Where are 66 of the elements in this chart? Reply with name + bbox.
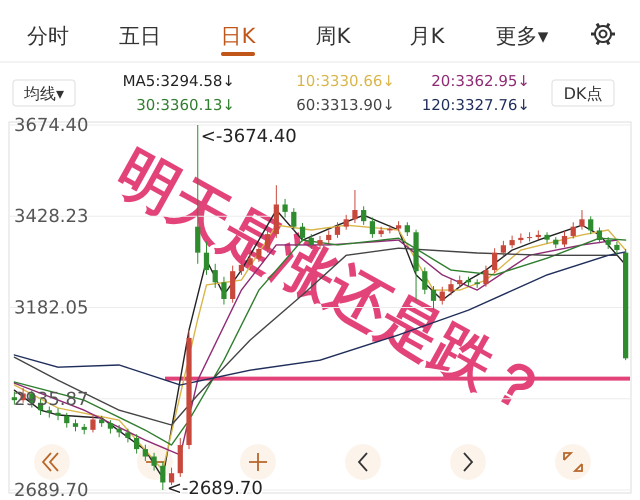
text: 60:3313.90↓ bbox=[296, 96, 395, 114]
candlestick bbox=[396, 220, 402, 232]
y-tick-label: 3674.40 bbox=[14, 115, 88, 136]
candlestick bbox=[142, 444, 148, 462]
y-tick-label: 3182.05 bbox=[14, 298, 88, 318]
candlestick bbox=[221, 276, 227, 306]
candlestick bbox=[160, 462, 166, 490]
candlestick bbox=[151, 452, 157, 472]
candlestick bbox=[588, 216, 594, 235]
candlestick bbox=[492, 248, 498, 274]
text: 120:3327.76↓ bbox=[422, 96, 530, 114]
annotation: <-2689.70 bbox=[166, 478, 263, 499]
text: MA5:3294.58↓ bbox=[122, 72, 235, 90]
candlestick bbox=[116, 424, 122, 438]
candlestick bbox=[562, 230, 568, 248]
candlestick bbox=[308, 234, 314, 250]
y-tick-label: 3428.23 bbox=[14, 206, 88, 228]
candlestick bbox=[553, 236, 558, 249]
candlestick bbox=[570, 222, 576, 240]
candlestick bbox=[606, 236, 611, 250]
candlestick bbox=[361, 206, 366, 226]
candlestick bbox=[317, 235, 323, 250]
candlestick bbox=[509, 235, 515, 249]
candlestick bbox=[90, 413, 96, 433]
annotation: <-3674.40 bbox=[200, 126, 297, 147]
candlestick bbox=[370, 216, 376, 238]
candlestick bbox=[108, 420, 114, 434]
text: 周K bbox=[316, 24, 352, 48]
candlestick bbox=[291, 208, 296, 231]
candlestick bbox=[344, 214, 349, 230]
candlestick bbox=[238, 260, 244, 276]
candlestick bbox=[256, 242, 262, 262]
candlestick bbox=[440, 286, 445, 306]
candlestick bbox=[99, 415, 104, 428]
candlestick bbox=[404, 222, 410, 236]
text: 20:3362.95↓ bbox=[431, 72, 530, 90]
candlestick bbox=[500, 240, 506, 257]
candlestick bbox=[82, 423, 87, 435]
text: 10:3330.66↓ bbox=[296, 72, 395, 90]
candlestick bbox=[55, 408, 61, 421]
candlestick bbox=[596, 226, 602, 244]
candlestick bbox=[579, 210, 585, 230]
text: 日K bbox=[220, 24, 257, 48]
candlestick bbox=[483, 265, 489, 288]
candlestick bbox=[457, 275, 462, 288]
text: 均线▾ bbox=[22, 84, 64, 103]
text: DK点 bbox=[564, 84, 602, 103]
text: 五日 bbox=[119, 24, 161, 48]
text: 月K bbox=[410, 24, 446, 48]
text: 分时 bbox=[27, 24, 69, 48]
candlestick bbox=[134, 434, 140, 454]
candlestick bbox=[248, 252, 253, 270]
candlestick bbox=[536, 230, 541, 240]
candlestick bbox=[125, 428, 131, 443]
candlestick bbox=[378, 226, 384, 238]
candlestick bbox=[448, 278, 454, 296]
text: 更多▾ bbox=[496, 24, 549, 48]
candlestick bbox=[466, 276, 472, 287]
y-tick-label: 2689.70 bbox=[14, 480, 88, 500]
candlestick bbox=[72, 418, 78, 432]
text: 30:3360.13↓ bbox=[136, 96, 235, 114]
candlestick bbox=[614, 241, 620, 256]
candlestick bbox=[352, 190, 358, 224]
candlestick bbox=[518, 232, 524, 244]
candlestick bbox=[526, 232, 532, 242]
candlestick bbox=[64, 412, 70, 428]
